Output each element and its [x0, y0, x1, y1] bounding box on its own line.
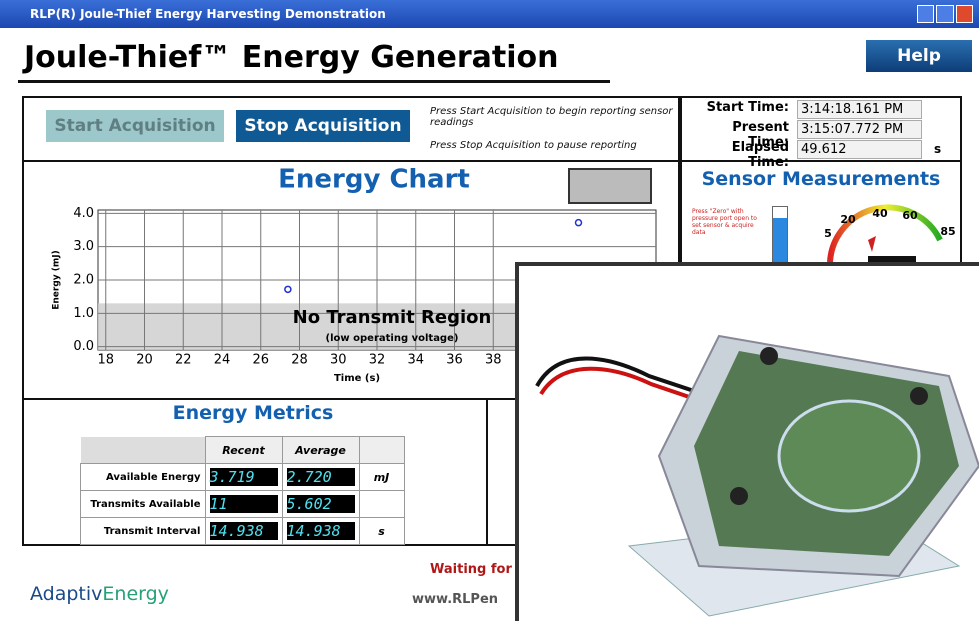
- time-value: 3:15:07.772 PM: [797, 120, 922, 139]
- time-label: Elapsed Time:: [731, 140, 789, 170]
- metric-value: 5.602: [286, 495, 355, 513]
- x-tick-label: 26: [252, 353, 269, 368]
- screw: [730, 487, 748, 505]
- metric-unit: [358, 490, 405, 518]
- region-label: No Transmit Region: [293, 307, 492, 328]
- metric-unit: mJ: [358, 463, 405, 491]
- x-tick-label: 18: [97, 353, 114, 368]
- metrics-title: Energy Metrics: [172, 402, 334, 424]
- column-header: Recent: [204, 436, 283, 464]
- brand: AdaptivEnergy: [30, 583, 169, 605]
- metric-cell: 2.720: [281, 463, 360, 491]
- y-tick-label: 3.0: [73, 239, 94, 254]
- x-tick-label: 22: [175, 353, 192, 368]
- data-point: [574, 218, 583, 227]
- sensor-note: Press "Zero" with pressure port open to …: [692, 208, 757, 236]
- start-button[interactable]: Start Acquisition: [46, 110, 224, 142]
- x-tick-label: 36: [446, 353, 463, 368]
- x-tick-label: 20: [136, 353, 153, 368]
- data-point: [284, 285, 292, 294]
- metric-row: Transmits Available 11 5.602: [80, 490, 405, 518]
- metrics-table-wrap: Recent Average Available Energy 3.719 2.720 m…: [80, 436, 405, 545]
- y-tick-label: 2.0: [73, 273, 94, 288]
- close[interactable]: [955, 5, 973, 23]
- brand-a: Adaptiv: [30, 583, 103, 605]
- gauge-label: 60: [902, 209, 918, 222]
- metric-cell: 14.938: [281, 517, 360, 545]
- metric-value: 11: [209, 495, 278, 513]
- metrics-table: Recent Average Available Energy 3.719 2.720 m…: [80, 436, 405, 545]
- region-sublabel: (low operating voltage): [326, 333, 459, 344]
- y-tick-label: 0.0: [73, 339, 94, 354]
- wire-black: [535, 356, 770, 418]
- gauge-label: 85: [940, 225, 955, 238]
- status: Waiting for: [430, 562, 512, 577]
- metric-label: Available Energy: [80, 463, 206, 491]
- time-unit: s: [934, 142, 942, 156]
- unit-header: [358, 436, 405, 464]
- gauge-pointer: [868, 236, 876, 252]
- gauge: 5 20 40 60 85: [824, 204, 956, 264]
- metric-cell: 11: [204, 490, 283, 518]
- photo-drawing: [535, 334, 979, 617]
- stop-hint: Press Stop Acquisition to pause reportin…: [430, 140, 637, 151]
- metric-value: 14.938: [209, 522, 278, 540]
- metric-unit: s: [358, 517, 405, 545]
- start-hint: Press Start Acquisition to begin reporti…: [430, 106, 673, 128]
- gauge-label: 5: [824, 227, 832, 240]
- device-photo: [515, 262, 979, 621]
- metric-cell: 14.938: [204, 517, 283, 545]
- time-value: 49.612: [797, 140, 922, 159]
- y-tick-label: 1.0: [73, 306, 94, 321]
- gauge-arc: [827, 204, 943, 263]
- brand-b: Energy: [102, 583, 169, 605]
- x-tick-label: 34: [407, 353, 424, 368]
- sensor-window: [777, 399, 921, 513]
- url: www.RLPen: [412, 592, 499, 607]
- zero-button[interactable]: [568, 168, 652, 204]
- metric-row: Available Energy 3.719 2.720 mJ: [80, 463, 405, 491]
- app-title: Joule-Thief™ Energy Generation: [24, 40, 559, 75]
- metric-row: Transmit Interval 14.938 14.938 s: [80, 517, 405, 545]
- metric-label: Transmit Interval: [80, 517, 206, 545]
- corner-cell: [80, 436, 205, 464]
- y-axis-label: Energy (mJ): [52, 250, 62, 310]
- header-row: Recent Average: [80, 436, 405, 464]
- y-tick-label: 4.0: [73, 206, 94, 221]
- metric-value: 2.720: [286, 468, 355, 486]
- title-rule: [18, 80, 610, 83]
- time-value: 3:14:18.161 PM: [797, 100, 922, 119]
- help-button[interactable]: Help: [866, 40, 972, 72]
- sensor-bar: [772, 206, 788, 264]
- screw: [760, 347, 778, 365]
- column-header: Average: [281, 436, 360, 464]
- x-tick-label: 30: [330, 353, 347, 368]
- metric-value: 14.938: [286, 522, 355, 540]
- x-tick-label: 32: [369, 353, 386, 368]
- gauge-display: [868, 256, 916, 264]
- maximize[interactable]: [936, 5, 954, 23]
- sensor-title: Sensor Measurements: [701, 168, 941, 190]
- metric-cell: 3.719: [204, 463, 283, 491]
- gauge-label: 40: [872, 207, 888, 220]
- x-tick-label: 24: [214, 353, 231, 368]
- time-label: Present Time:: [732, 120, 789, 150]
- window-title: RLP(R) Joule-Thief Energy Harvesting Dem…: [0, 0, 979, 28]
- time-label: Start Time:: [706, 100, 789, 115]
- x-tick-label: 28: [291, 353, 308, 368]
- gauge-label: 20: [840, 213, 856, 226]
- screw: [910, 387, 928, 405]
- stop-button[interactable]: Stop Acquisition: [236, 110, 410, 142]
- x-axis-label: Time (s): [334, 373, 380, 384]
- minimize[interactable]: [917, 5, 935, 23]
- chart-title: Energy Chart: [278, 165, 470, 195]
- window-controls: [917, 5, 973, 23]
- x-tick-label: 38: [485, 353, 502, 368]
- metric-value: 3.719: [209, 468, 278, 486]
- metric-cell: 5.602: [281, 490, 360, 518]
- metric-label: Transmits Available: [80, 490, 206, 518]
- wire-red: [539, 366, 770, 426]
